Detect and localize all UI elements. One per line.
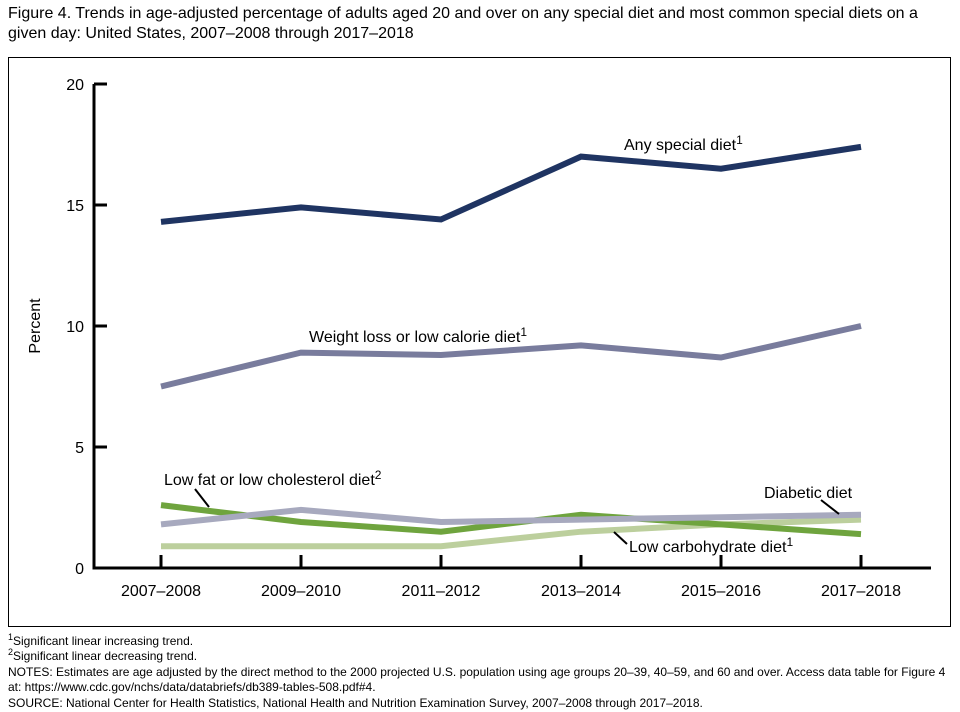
y-tick-label: 20 xyxy=(66,77,84,94)
footnotes: 1Significant linear increasing trend. 2S… xyxy=(8,632,956,711)
y-axis-title: Percent xyxy=(27,298,44,354)
footnote-source: SOURCE: National Center for Health Stati… xyxy=(8,696,956,711)
x-tick-label: 2007–2008 xyxy=(121,583,201,600)
trend-line-chart: 0 5 10 15 20 2007–2008 2009–2010 2011–2012 2013–… xyxy=(27,77,931,600)
leader-line-low-carbohydrate-diet xyxy=(613,531,628,545)
y-tick-label: 15 xyxy=(66,198,84,215)
series-line-weight-loss-or-low-calorie-diet xyxy=(160,323,862,390)
footnote-text: NOTES: Estimates are age adjusted by the… xyxy=(8,664,946,695)
footnote-text: SOURCE: National Center for Health Stati… xyxy=(8,695,703,710)
footnote-increasing-trend: 1Significant linear increasing trend. xyxy=(8,632,956,649)
series-label-weight-loss-or-low-calorie-diet: Weight loss or low calorie diet1 xyxy=(309,325,527,346)
series-label-low-fat-or-low-cholesterol-diet: Low fat or low cholesterol diet2 xyxy=(164,468,382,489)
chart-frame: 0 5 10 15 20 2007–2008 2009–2010 2011–2012 2013–… xyxy=(8,57,951,627)
leader-line-low-fat-or-low-cholesterol-diet xyxy=(194,488,210,508)
x-tick-label: 2009–2010 xyxy=(261,583,341,600)
footnote-text: Significant linear decreasing trend. xyxy=(13,649,198,664)
x-tick-label: 2013–2014 xyxy=(541,583,621,600)
footnote-text: Significant linear increasing trend. xyxy=(13,634,194,648)
leader-line-diabetic-diet xyxy=(820,499,840,515)
x-tick-label: 2017–2018 xyxy=(821,583,901,600)
y-tick-label: 10 xyxy=(66,319,84,336)
footnote-notes: NOTES: Estimates are age adjusted by the… xyxy=(8,665,956,696)
footnote-marker: 2 xyxy=(8,647,14,658)
series-label-low-carbohydrate-diet: Low carbohydrate diet1 xyxy=(629,535,793,556)
series-line-any-special-diet xyxy=(160,143,862,225)
series-line-diabetic-diet xyxy=(160,506,862,528)
series-label-any-special-diet: Any special diet1 xyxy=(624,133,743,154)
y-tick-label: 0 xyxy=(75,561,84,578)
y-tick-label: 5 xyxy=(75,440,84,457)
x-tick-label: 2011–2012 xyxy=(402,583,481,600)
series-label-diabetic-diet: Diabetic diet xyxy=(764,485,853,502)
footnote-marker: 1 xyxy=(8,632,14,642)
x-tick-label: 2015–2016 xyxy=(681,583,761,600)
footnote-decreasing-trend: 2Significant linear decreasing trend. xyxy=(8,647,956,664)
figure-title: Figure 4. Trends in age-adjusted percent… xyxy=(8,5,918,42)
